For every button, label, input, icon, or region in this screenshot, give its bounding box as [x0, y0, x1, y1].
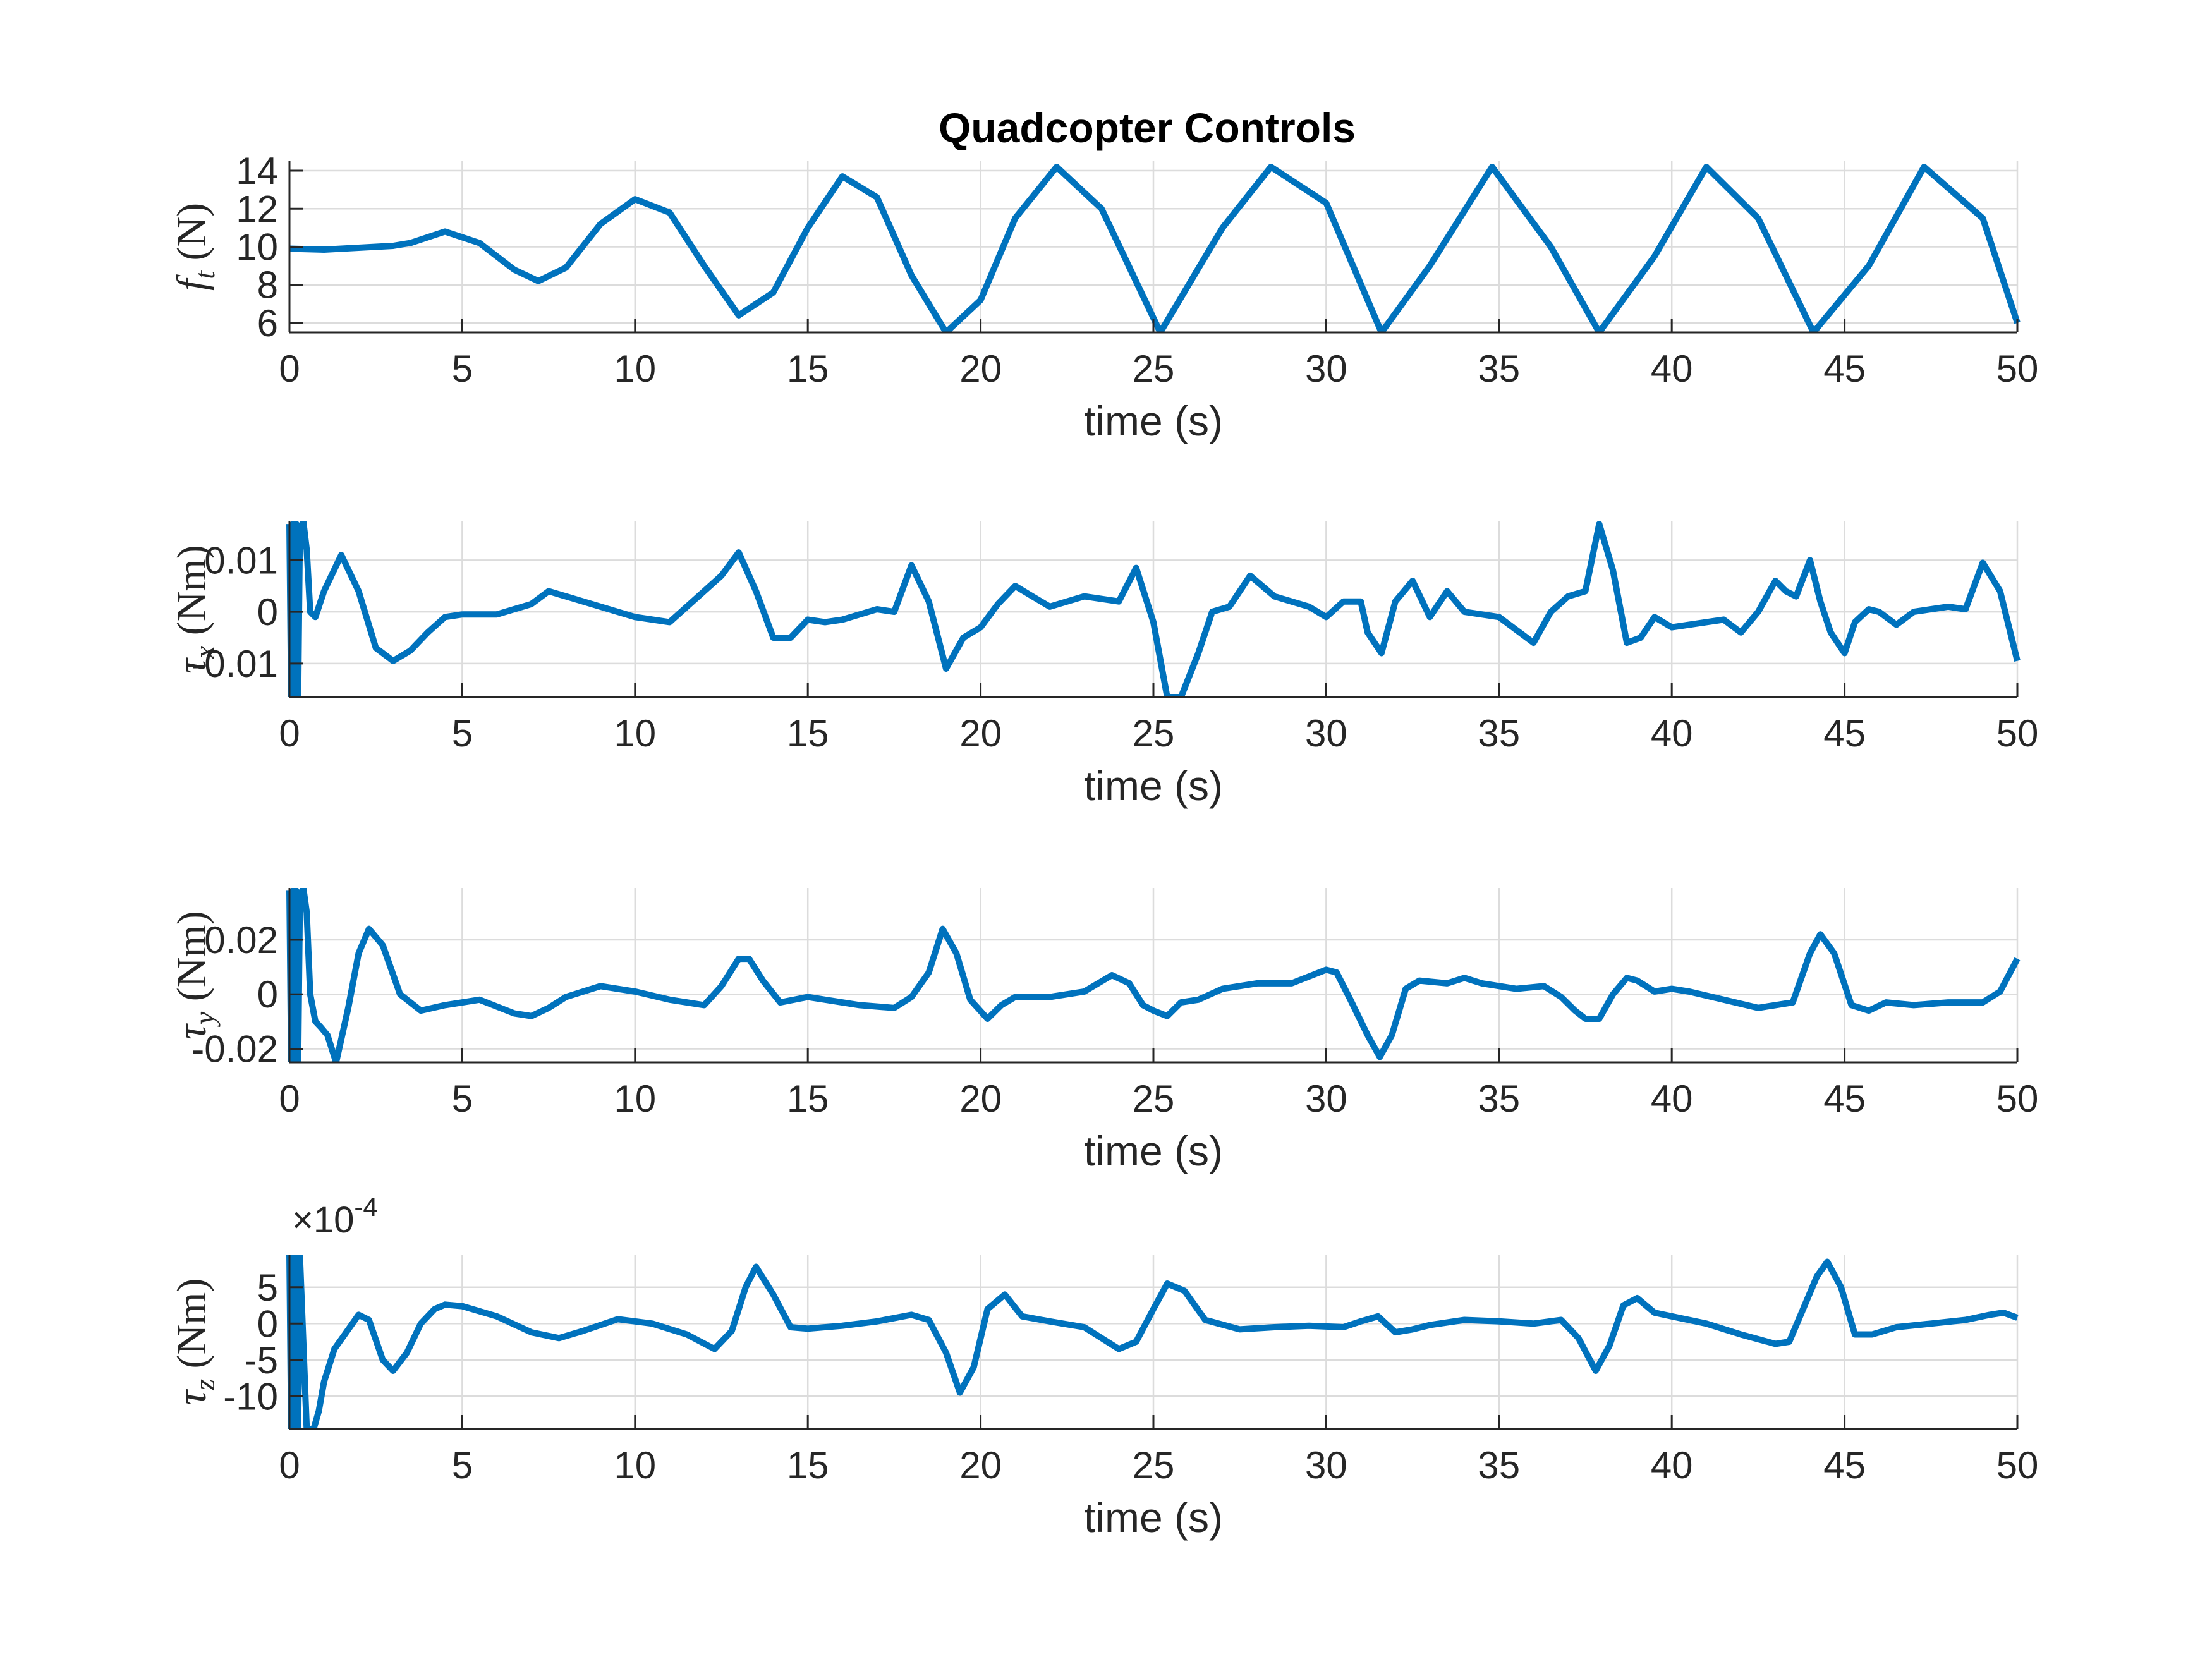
x-tick-label: 25 — [1133, 1078, 1175, 1120]
x-tick-label: 20 — [959, 1078, 1002, 1120]
x-tick-label: 0 — [279, 348, 300, 390]
x-tick-label: 10 — [614, 1444, 656, 1486]
x-tick-label: 30 — [1305, 1444, 1347, 1486]
y-tick-label: 8 — [257, 264, 278, 307]
x-axis-label: time (s) — [1084, 1127, 1223, 1174]
x-tick-label: 5 — [452, 712, 473, 755]
y-tick-label: -0.01 — [191, 643, 278, 685]
x-tick-label: 0 — [279, 712, 300, 755]
series-line-1 — [286, 888, 2021, 1062]
x-tick-label: 45 — [1823, 1444, 1866, 1486]
x-tick-label: 15 — [787, 348, 829, 390]
figure-title: Quadcopter Controls — [939, 104, 1356, 151]
x-tick-label: 35 — [1478, 348, 1520, 390]
x-tick-label: 40 — [1651, 1078, 1693, 1120]
x-tick-label: 50 — [1996, 1078, 2039, 1120]
x-tick-label: 25 — [1133, 1444, 1175, 1486]
x-tick-label: 30 — [1305, 712, 1347, 755]
x-axis-label: time (s) — [1084, 1494, 1223, 1541]
x-tick-label: 50 — [1996, 1444, 2039, 1486]
x-tick-label: 20 — [959, 348, 1002, 390]
x-tick-label: 45 — [1823, 712, 1866, 755]
y-tick-label: 10 — [236, 226, 278, 269]
x-tick-label: 5 — [452, 1078, 473, 1120]
x-tick-label: 35 — [1478, 1078, 1520, 1120]
y-tick-label: 0 — [257, 591, 278, 633]
x-tick-label: 50 — [1996, 348, 2039, 390]
x-tick-label: 40 — [1651, 712, 1693, 755]
x-tick-label: 45 — [1823, 1078, 1866, 1120]
series-line-1 — [286, 1255, 2019, 1429]
x-tick-label: 35 — [1478, 712, 1520, 755]
y-axis-label: τy (Nm) — [169, 911, 221, 1040]
x-tick-label: 15 — [787, 1078, 829, 1120]
y-tick-label: -0.02 — [191, 1028, 278, 1070]
x-tick-label: 10 — [614, 712, 656, 755]
x-tick-label: 40 — [1651, 1444, 1693, 1486]
x-tick-label: 10 — [614, 348, 656, 390]
x-tick-label: 45 — [1823, 348, 1866, 390]
x-tick-label: 30 — [1305, 348, 1347, 390]
x-tick-label: 20 — [959, 1444, 1002, 1486]
y-exponent-label: ×10-4 — [292, 1192, 378, 1241]
y-tick-label: 0.02 — [204, 919, 278, 961]
x-tick-label: 15 — [787, 1444, 829, 1486]
x-tick-label: 0 — [279, 1078, 300, 1120]
y-axis-label: τx (Nm) — [169, 545, 221, 674]
y-tick-label: 0 — [257, 1303, 278, 1345]
x-tick-label: 15 — [787, 712, 829, 755]
x-tick-label: 10 — [614, 1078, 656, 1120]
y-tick-label: 14 — [236, 150, 278, 192]
x-tick-label: 25 — [1133, 712, 1175, 755]
x-tick-label: 40 — [1651, 348, 1693, 390]
y-axis-label: τz (Nm) — [169, 1279, 221, 1406]
x-axis-label: time (s) — [1084, 398, 1223, 444]
x-tick-label: 20 — [959, 712, 1002, 755]
y-tick-label: 6 — [257, 302, 278, 344]
x-tick-label: 35 — [1478, 1444, 1520, 1486]
x-tick-label: 25 — [1133, 348, 1175, 390]
x-tick-label: 0 — [279, 1444, 300, 1486]
y-tick-label: 0.01 — [204, 539, 278, 581]
x-tick-label: 5 — [452, 1444, 473, 1486]
y-tick-label: -10 — [223, 1375, 278, 1418]
y-tick-label: 0 — [257, 973, 278, 1016]
x-tick-label: 5 — [452, 348, 473, 390]
y-tick-label: 5 — [257, 1267, 278, 1309]
y-tick-label: 12 — [236, 188, 278, 230]
series-line-1 — [286, 521, 2021, 697]
y-tick-label: -5 — [245, 1339, 278, 1382]
series-line-1 — [289, 164, 2021, 332]
x-axis-label: time (s) — [1084, 762, 1223, 809]
y-axis-label: ft (N) — [169, 203, 221, 291]
x-tick-label: 50 — [1996, 712, 2039, 755]
x-tick-label: 30 — [1305, 1078, 1347, 1120]
